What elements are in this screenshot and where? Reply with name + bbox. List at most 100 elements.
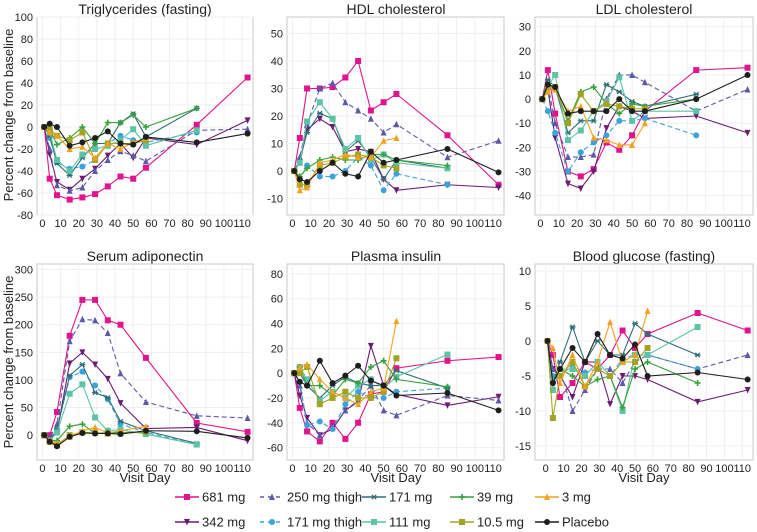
legend-marker <box>269 519 275 525</box>
legend-marker <box>371 494 377 500</box>
y-tick-label: 60 <box>271 294 283 306</box>
data-point <box>694 380 701 386</box>
data-point <box>557 373 564 379</box>
data-point <box>355 380 362 387</box>
data-point <box>104 375 111 383</box>
data-point <box>304 184 311 191</box>
y-tick-label: -60 <box>17 188 33 200</box>
y-tick-label: 100 <box>15 375 33 387</box>
data-point <box>629 71 636 78</box>
data-point <box>117 137 124 144</box>
data-point <box>495 137 502 144</box>
data-point <box>616 96 623 103</box>
data-point <box>594 338 601 344</box>
data-point <box>629 117 636 124</box>
x-tick-label: 40 <box>611 463 623 475</box>
x-tick-label: 100 <box>215 218 233 230</box>
data-point <box>304 428 311 435</box>
data-point <box>342 435 349 442</box>
x-tick-label: 90 <box>700 463 712 475</box>
x-tick-label: 90 <box>699 218 711 230</box>
data-point <box>130 141 137 148</box>
data-point <box>355 146 362 153</box>
data-point <box>92 140 99 147</box>
legend-item: Placebo <box>535 515 609 530</box>
x-tick-label: 20 <box>73 463 85 475</box>
data-point <box>342 388 349 395</box>
data-point <box>603 100 610 107</box>
data-point <box>329 124 336 131</box>
data-point <box>130 152 137 159</box>
data-point <box>355 362 362 369</box>
data-point <box>694 310 701 316</box>
data-point <box>316 99 323 106</box>
data-point <box>607 352 614 358</box>
data-point <box>355 58 362 64</box>
legend-label: 171 mg <box>389 490 432 505</box>
panel-3: 0 10 20 30 40 50 60 70 80 90 100 110050100150200250… <box>15 263 254 475</box>
data-point <box>92 191 99 198</box>
data-point <box>193 420 200 427</box>
data-point <box>632 320 639 327</box>
panel-title-ldl: LDL cholesterol <box>596 1 693 17</box>
data-point <box>393 170 400 177</box>
data-point <box>66 137 73 144</box>
y-tick-label: 0 <box>27 122 33 134</box>
data-point <box>53 181 60 189</box>
x-tick-label: 100 <box>215 463 233 475</box>
data-point <box>193 121 200 128</box>
x-tick-label: 10 <box>54 463 66 475</box>
data-point <box>641 78 648 86</box>
data-point <box>444 351 451 358</box>
data-point <box>607 401 614 408</box>
x-tick-label: 10 <box>553 218 565 230</box>
data-point <box>304 422 311 429</box>
data-point <box>92 154 99 161</box>
data-point <box>632 341 639 348</box>
data-point <box>193 127 200 134</box>
legend-item: 39 mg <box>450 490 513 505</box>
x-tick-label: 0 <box>39 463 45 475</box>
data-point <box>117 400 124 407</box>
legend-label: 681 mg <box>202 490 245 505</box>
x-tick-label: 100 <box>466 218 484 230</box>
data-point <box>619 358 626 365</box>
data-point <box>304 376 311 383</box>
data-point <box>694 324 701 330</box>
x-tick-label: 60 <box>145 463 157 475</box>
x-axis-label-right: Visit Day <box>618 470 670 485</box>
data-point <box>629 108 636 115</box>
data-point <box>582 373 589 379</box>
series-line <box>43 126 147 159</box>
data-point <box>117 431 124 438</box>
data-point <box>393 120 400 128</box>
data-point <box>616 89 623 95</box>
data-point <box>142 157 149 165</box>
data-point <box>549 387 556 393</box>
data-point <box>46 175 53 182</box>
data-point <box>79 315 86 323</box>
data-point <box>296 404 303 411</box>
data-point <box>130 175 137 182</box>
data-point <box>117 321 124 328</box>
data-point <box>694 352 701 358</box>
data-point <box>329 173 336 180</box>
x-tick-label: 80 <box>432 463 444 475</box>
data-point <box>104 430 111 437</box>
data-point <box>46 145 53 152</box>
x-tick-label: 30 <box>341 463 353 475</box>
data-point <box>53 429 60 436</box>
data-point <box>142 124 149 130</box>
x-tick-label: 70 <box>163 463 175 475</box>
data-point <box>495 169 502 176</box>
data-point <box>66 372 73 379</box>
x-tick-label: 60 <box>396 218 408 230</box>
series-line <box>293 153 397 186</box>
x-tick-label: 60 <box>644 218 656 230</box>
data-point <box>603 81 610 88</box>
data-point <box>393 376 400 383</box>
data-point <box>329 115 336 122</box>
data-point <box>557 379 564 386</box>
data-point <box>104 394 111 401</box>
data-point <box>79 368 86 375</box>
